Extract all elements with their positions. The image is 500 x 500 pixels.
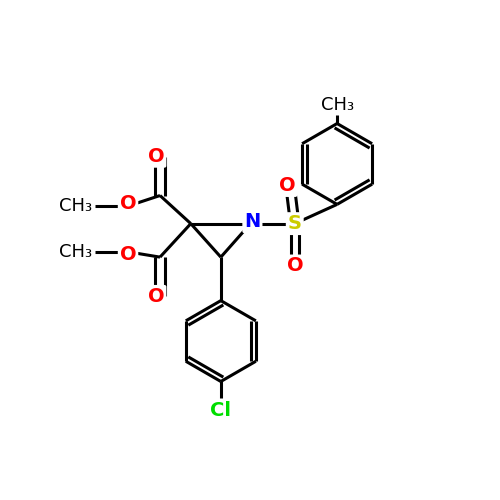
Text: CH₃: CH₃ (60, 198, 92, 216)
Text: Cl: Cl (210, 400, 232, 419)
Text: O: O (278, 176, 295, 195)
Text: CH₃: CH₃ (60, 242, 92, 260)
Text: O: O (287, 256, 304, 276)
Text: S: S (288, 214, 302, 233)
Text: O: O (120, 194, 136, 212)
Text: CH₃: CH₃ (320, 96, 354, 114)
Text: N: N (244, 212, 260, 231)
Text: O: O (148, 287, 164, 306)
Text: O: O (120, 246, 136, 264)
Text: O: O (148, 147, 164, 166)
